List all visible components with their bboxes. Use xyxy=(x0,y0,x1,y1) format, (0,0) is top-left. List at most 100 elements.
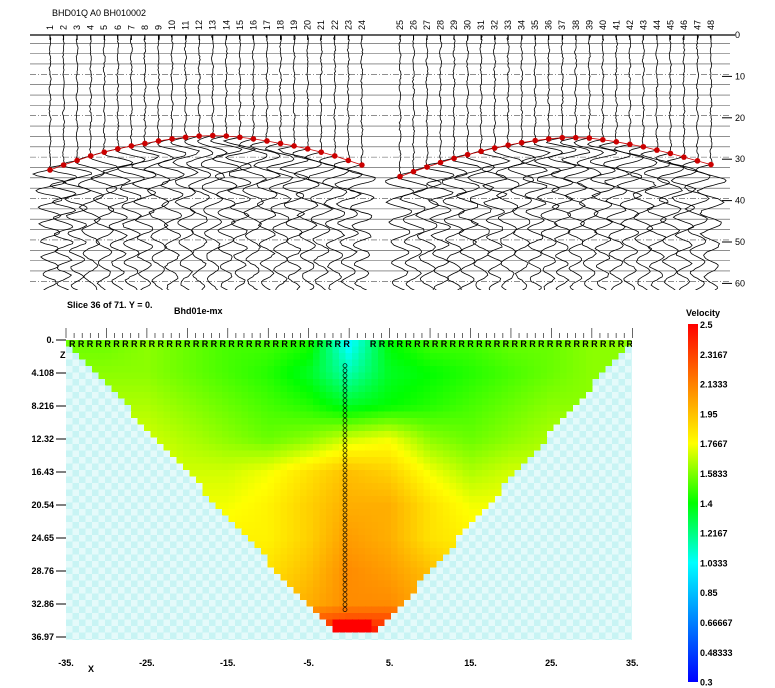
trace-label: 18 xyxy=(276,20,286,30)
trace-label: 9 xyxy=(153,25,163,30)
seismic-trace-panel: BHD01Q A0 BH010002 1 2 3 4 5 6 7 8 9 10 11 12 13 14 15… xyxy=(30,8,745,290)
source-marker xyxy=(342,408,348,413)
trace-label: 21 xyxy=(316,20,326,30)
colorbar-tick-label: 0.85 xyxy=(700,588,718,598)
z-tick-label: 0. xyxy=(46,335,54,345)
receiver-marker: R xyxy=(122,340,129,349)
colorbar-gradient xyxy=(688,324,698,682)
receiver-marker: R xyxy=(246,340,253,349)
source-marker xyxy=(342,557,348,563)
trace-label: 37 xyxy=(557,20,567,30)
trace-label: 45 xyxy=(665,20,675,30)
source-marker xyxy=(342,368,348,374)
pick-marker xyxy=(532,137,538,144)
pick-marker xyxy=(277,140,284,147)
seismic-trace xyxy=(249,34,282,290)
time-tick-label: 50 xyxy=(735,237,745,247)
receiver-marker: R xyxy=(600,340,607,349)
trace-label: 31 xyxy=(476,20,486,30)
receiver-marker: R xyxy=(582,340,589,349)
pick-marker xyxy=(586,135,593,141)
pick-marker xyxy=(627,141,633,148)
source-marker xyxy=(342,457,348,463)
receiver-marker: R xyxy=(609,340,616,349)
pick-marker xyxy=(47,167,53,173)
seismic-trace xyxy=(292,34,322,290)
trace-label: 17 xyxy=(262,20,272,30)
tomography-slice-panel: Slice 36 of 71. Y = 0. Bhd01e-mx Velocit… xyxy=(31,300,733,688)
seismic-trace xyxy=(628,34,658,290)
x-tick-label: -25. xyxy=(139,658,155,668)
source-marker xyxy=(342,522,348,528)
trace-label: 14 xyxy=(221,20,231,30)
trace-label: 25 xyxy=(395,20,405,30)
source-marker xyxy=(342,582,348,588)
trace-label: 20 xyxy=(303,20,313,30)
colorbar-tick-label: 0.66667 xyxy=(700,618,733,628)
seismic-trace xyxy=(411,34,442,290)
seismic-trace xyxy=(545,34,577,290)
source-marker xyxy=(342,487,348,493)
z-tick-label: 8.216 xyxy=(31,401,54,411)
receiver-marker: R xyxy=(343,340,350,349)
pick-marker xyxy=(128,143,135,149)
pick-marker xyxy=(654,147,660,153)
receiver-marker: R xyxy=(618,340,625,349)
receiver-marker: R xyxy=(273,340,280,349)
source-marker xyxy=(342,552,348,558)
trace-label: 46 xyxy=(679,20,689,30)
trace-label: 32 xyxy=(490,20,500,30)
seismic-trace xyxy=(157,34,187,290)
time-axis: 0 10 20 30 40 50 60 xyxy=(30,30,745,288)
velocity-heatmap xyxy=(66,340,632,640)
source-marker xyxy=(342,507,348,513)
pick-marker xyxy=(559,134,566,141)
receiver-marker: R xyxy=(556,340,563,349)
source-marker xyxy=(342,592,348,598)
pick-marker xyxy=(142,140,148,147)
pick-marker xyxy=(424,164,430,170)
source-marker xyxy=(342,587,348,593)
colorbar-tick-label: 1.7667 xyxy=(700,439,728,449)
source-marker xyxy=(342,393,348,398)
pick-marker xyxy=(304,146,311,152)
receiver-marker: R xyxy=(450,340,457,349)
pick-marker xyxy=(101,149,108,155)
trace-label: 7 xyxy=(126,25,136,30)
seismic-traces xyxy=(32,34,727,290)
pick-marker xyxy=(359,162,365,168)
seismic-trace xyxy=(170,35,201,290)
receiver-marker: R xyxy=(458,340,465,349)
pick-marker xyxy=(613,139,620,145)
seismic-trace xyxy=(196,34,228,290)
receiver-marker: R xyxy=(113,340,120,349)
receiver-marker: R xyxy=(140,340,147,349)
receiver-marker: R xyxy=(237,340,244,349)
pick-marker xyxy=(196,133,202,139)
pick-marker xyxy=(545,136,552,142)
source-marker xyxy=(342,602,348,608)
seismic-trace xyxy=(222,34,257,290)
receiver-marker: R xyxy=(379,340,386,349)
x-tick-label: -15. xyxy=(220,658,236,668)
z-tick-label: 32.86 xyxy=(31,599,54,609)
pick-marker xyxy=(491,145,498,151)
trace-label: 3 xyxy=(72,25,82,30)
pick-marker xyxy=(640,143,647,150)
trace-label: 13 xyxy=(208,20,218,30)
trace-label: 4 xyxy=(86,25,96,30)
trace-label: 8 xyxy=(140,25,150,30)
seismic-trace xyxy=(385,34,414,290)
slice-label: Slice 36 of 71. Y = 0. xyxy=(67,300,152,310)
trace-label: 36 xyxy=(544,20,554,30)
colorbar-tick-label: 1.4 xyxy=(700,499,713,509)
seismic-trace xyxy=(209,34,243,290)
source-marker xyxy=(342,467,348,473)
time-tick-label: 20 xyxy=(735,113,745,123)
pick-marker xyxy=(223,133,230,139)
source-marker xyxy=(342,492,348,498)
source-marker xyxy=(342,438,348,443)
seismic-trace xyxy=(533,34,564,290)
seismic-trace xyxy=(666,35,699,290)
